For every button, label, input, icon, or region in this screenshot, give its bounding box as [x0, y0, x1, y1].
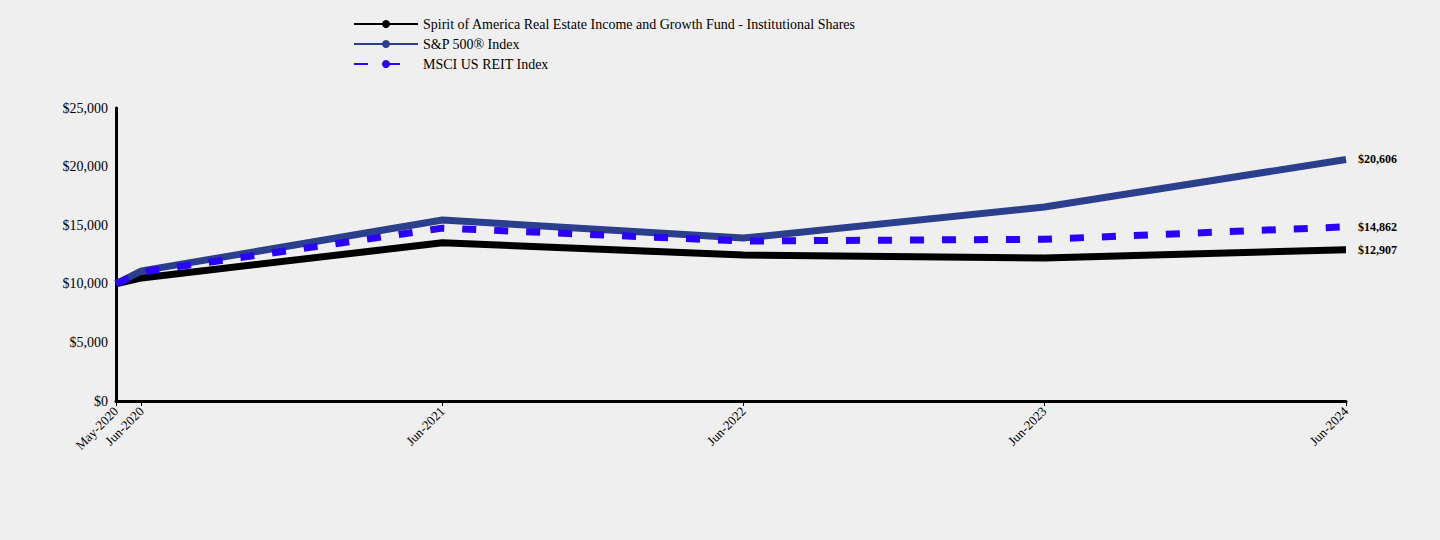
svg-text:Jun-2020: Jun-2020 — [102, 404, 147, 449]
svg-text:$5,000: $5,000 — [70, 335, 109, 350]
svg-text:$20,606: $20,606 — [1358, 152, 1397, 166]
svg-text:Jun-2024: Jun-2024 — [1307, 403, 1352, 448]
svg-text:May-2020: May-2020 — [72, 403, 122, 453]
svg-text:$14,862: $14,862 — [1358, 220, 1397, 234]
svg-text:$10,000: $10,000 — [63, 276, 109, 291]
svg-text:Jun-2022: Jun-2022 — [704, 404, 749, 449]
svg-text:$20,000: $20,000 — [63, 159, 109, 174]
svg-text:$25,000: $25,000 — [63, 101, 109, 116]
svg-text:Spirit of America Real Estate: Spirit of America Real Estate Income and… — [423, 17, 855, 32]
svg-text:MSCI US REIT Index: MSCI US REIT Index — [423, 57, 548, 72]
svg-text:Jun-2023: Jun-2023 — [1005, 404, 1050, 449]
svg-text:Jun-2021: Jun-2021 — [403, 404, 448, 449]
svg-text:$15,000: $15,000 — [63, 218, 109, 233]
svg-text:$0: $0 — [94, 394, 108, 409]
svg-text:S&P 500® Index: S&P 500® Index — [423, 37, 519, 52]
svg-text:$12,907: $12,907 — [1358, 243, 1397, 257]
